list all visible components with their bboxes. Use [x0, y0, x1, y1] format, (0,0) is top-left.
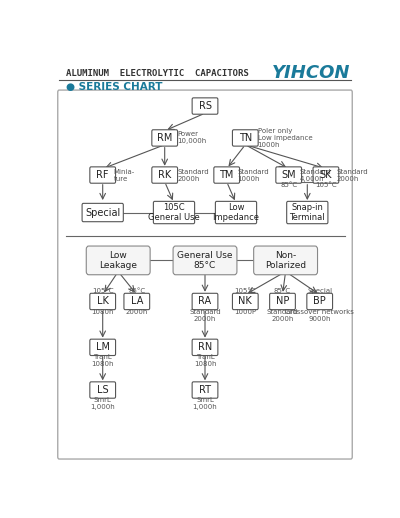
Text: ● SERIES CHART: ● SERIES CHART	[66, 82, 162, 92]
Text: SK: SK	[320, 170, 332, 180]
Text: Poler only
Low impedance
1000h: Poler only Low impedance 1000h	[258, 128, 312, 148]
FancyBboxPatch shape	[152, 130, 178, 146]
Text: RA: RA	[198, 296, 212, 307]
Text: Special: Special	[307, 289, 332, 294]
FancyBboxPatch shape	[215, 202, 257, 224]
Text: TranL
1080h: TranL 1080h	[92, 354, 114, 367]
FancyBboxPatch shape	[307, 293, 332, 310]
Text: LA: LA	[131, 296, 143, 307]
Text: RS: RS	[198, 101, 212, 111]
FancyBboxPatch shape	[90, 339, 116, 355]
FancyBboxPatch shape	[90, 293, 116, 310]
Text: Special: Special	[85, 208, 120, 218]
FancyBboxPatch shape	[313, 167, 339, 183]
FancyBboxPatch shape	[152, 167, 178, 183]
Text: SmrL
1,000h: SmrL 1,000h	[90, 397, 115, 410]
Text: SM: SM	[281, 170, 296, 180]
Text: SmrL
1,000h: SmrL 1,000h	[193, 397, 217, 410]
Text: RN: RN	[198, 342, 212, 352]
Text: 2000h: 2000h	[126, 309, 148, 314]
Text: 85°C: 85°C	[280, 182, 297, 188]
FancyBboxPatch shape	[192, 98, 218, 114]
Text: Crossover networks
9000h: Crossover networks 9000h	[285, 309, 354, 322]
Text: ALUMINUM  ELECTROLYTIC  CAPACITORS: ALUMINUM ELECTROLYTIC CAPACITORS	[66, 69, 248, 78]
FancyBboxPatch shape	[82, 204, 123, 222]
Text: 105°C: 105°C	[234, 289, 256, 294]
Text: 85°C: 85°C	[128, 289, 145, 294]
FancyBboxPatch shape	[254, 246, 318, 275]
Text: TranL
1080h: TranL 1080h	[194, 354, 216, 367]
Text: Standard
2000h: Standard 2000h	[177, 168, 209, 181]
FancyBboxPatch shape	[232, 293, 258, 310]
FancyBboxPatch shape	[287, 202, 328, 224]
FancyBboxPatch shape	[192, 293, 218, 310]
Text: RK: RK	[158, 170, 171, 180]
FancyBboxPatch shape	[276, 167, 302, 183]
FancyBboxPatch shape	[86, 246, 150, 275]
Text: Low
Leakage: Low Leakage	[99, 251, 137, 270]
Text: Standard
1000h: Standard 1000h	[238, 168, 269, 181]
FancyBboxPatch shape	[270, 293, 295, 310]
Text: TN: TN	[239, 133, 252, 143]
Text: LS: LS	[97, 385, 108, 395]
Text: LK: LK	[97, 296, 109, 307]
Text: RT: RT	[199, 385, 211, 395]
Text: Standard
2000h: Standard 2000h	[189, 309, 221, 322]
FancyBboxPatch shape	[214, 167, 240, 183]
Text: Standard
2000h: Standard 2000h	[267, 309, 298, 322]
Text: General Use
85°C: General Use 85°C	[177, 251, 233, 270]
FancyBboxPatch shape	[232, 130, 258, 146]
Text: LM: LM	[96, 342, 110, 352]
FancyBboxPatch shape	[90, 382, 116, 398]
Text: NP: NP	[276, 296, 289, 307]
Text: Snap-in
Terminal: Snap-in Terminal	[290, 203, 325, 222]
Text: Standard
4,000h: Standard 4,000h	[300, 168, 331, 181]
Text: Minia-
ture: Minia- ture	[114, 168, 135, 181]
FancyBboxPatch shape	[192, 339, 218, 355]
Text: NK: NK	[238, 296, 252, 307]
FancyBboxPatch shape	[58, 90, 352, 459]
Text: 1080h: 1080h	[92, 309, 114, 314]
Text: 85°C: 85°C	[274, 289, 291, 294]
FancyBboxPatch shape	[124, 293, 150, 310]
Text: 1000P: 1000P	[234, 309, 256, 314]
FancyBboxPatch shape	[192, 382, 218, 398]
Text: RF: RF	[96, 170, 109, 180]
Text: Power
10,000h: Power 10,000h	[177, 132, 206, 145]
Text: BP: BP	[313, 296, 326, 307]
Text: 105°C: 105°C	[92, 289, 114, 294]
Text: Low
Impedance: Low Impedance	[212, 203, 260, 222]
Text: TM: TM	[220, 170, 234, 180]
Text: 105C
General Use: 105C General Use	[148, 203, 200, 222]
FancyBboxPatch shape	[90, 167, 116, 183]
Text: Non-
Polarized: Non- Polarized	[265, 251, 306, 270]
FancyBboxPatch shape	[153, 202, 195, 224]
Text: RM: RM	[157, 133, 172, 143]
Text: 105°C: 105°C	[315, 182, 337, 188]
Text: YIHCON: YIHCON	[272, 64, 351, 82]
Text: Standard
2000h: Standard 2000h	[337, 168, 368, 181]
FancyBboxPatch shape	[173, 246, 237, 275]
